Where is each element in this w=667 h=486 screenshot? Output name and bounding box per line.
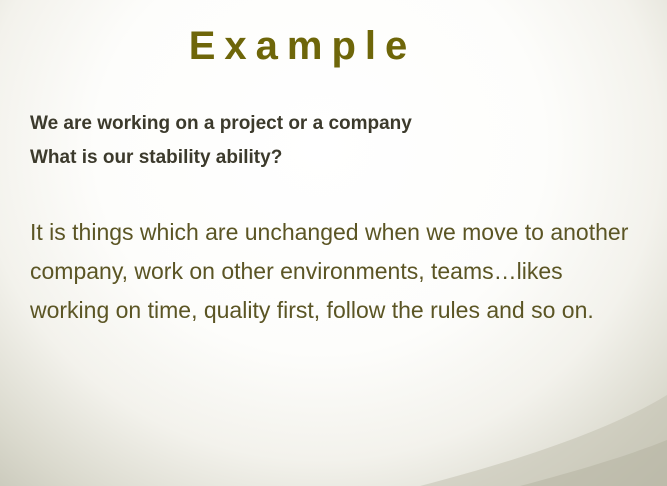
subheading-question: What is our stability ability? <box>30 147 283 168</box>
slide-title: Example <box>188 24 417 68</box>
body-paragraph: It is things which are unchanged when we… <box>30 219 629 323</box>
subheading-project: We are working on a project or a company <box>30 113 412 134</box>
